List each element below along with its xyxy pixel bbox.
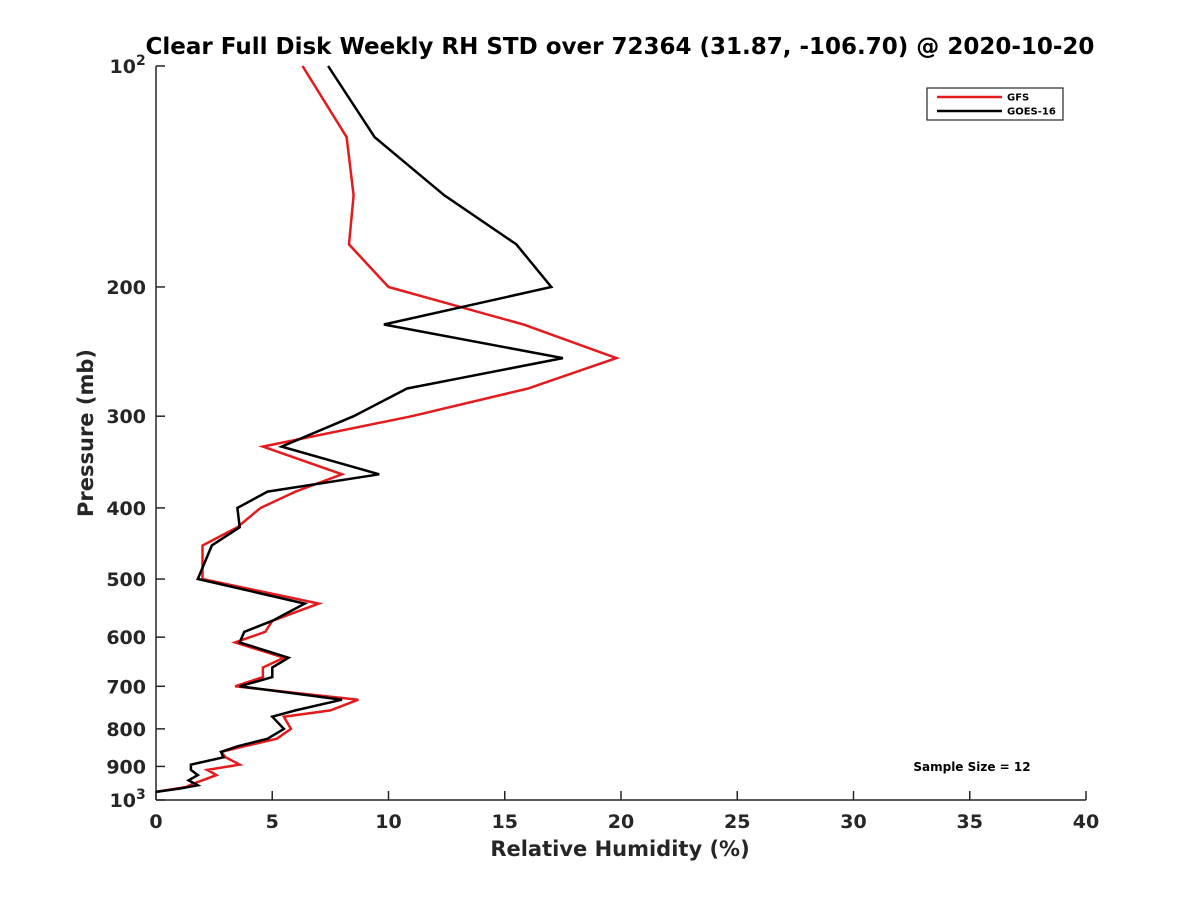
y-tick-label: 500 xyxy=(106,569,146,591)
x-tick-label: 10 xyxy=(375,811,401,833)
y-tick-label: 10 xyxy=(110,56,136,78)
x-tick-label: 20 xyxy=(608,811,634,833)
y-tick-label: 400 xyxy=(106,498,146,520)
y-tick-label: 200 xyxy=(106,277,146,299)
series-layer xyxy=(155,65,621,794)
legend: GFS GOES-16 xyxy=(926,87,1064,121)
x-tick-label: 25 xyxy=(724,811,750,833)
legend-box xyxy=(926,87,1064,121)
x-axis-label: Relative Humidity (%) xyxy=(490,837,749,861)
x-tick-label: 15 xyxy=(492,811,518,833)
x-tick-label: 30 xyxy=(840,811,866,833)
y-tick-label: 10 xyxy=(110,790,136,812)
x-tick-label: 40 xyxy=(1073,811,1099,833)
y-tick-label: 300 xyxy=(106,406,146,428)
sample-size-annotation: Sample Size = 12 xyxy=(913,760,1030,774)
x-tick-label: 0 xyxy=(149,811,162,833)
x-tick-label: 5 xyxy=(266,811,279,833)
y-tick-label: 600 xyxy=(106,627,146,649)
legend-label: GOES-16 xyxy=(1007,107,1056,118)
y-tick-label: 700 xyxy=(106,676,146,698)
legend-label: GFS xyxy=(1007,93,1029,104)
y-tick-exponent: 3 xyxy=(136,787,146,803)
y-tick-exponent: 2 xyxy=(136,53,146,69)
y-axis-label: Pressure (mb) xyxy=(74,349,98,517)
series-line-gfs xyxy=(155,65,621,794)
y-tick-label: 900 xyxy=(106,756,146,778)
series-line-goes-16 xyxy=(155,65,564,794)
y-tick-label: 800 xyxy=(106,719,146,741)
x-tick-label: 35 xyxy=(957,811,983,833)
chart-title: Clear Full Disk Weekly RH STD over 72364… xyxy=(146,34,1095,60)
